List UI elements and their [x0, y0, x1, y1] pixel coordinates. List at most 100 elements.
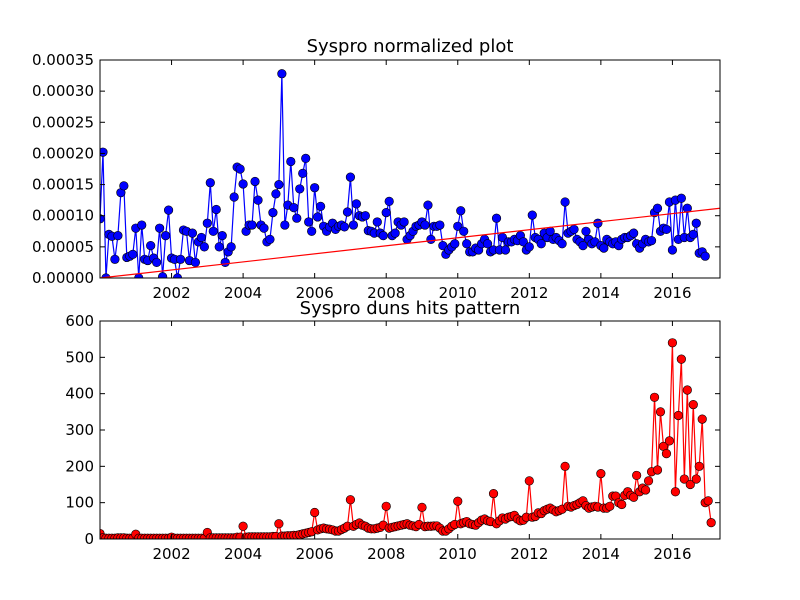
- x-tick-label-4: 2010: [439, 545, 477, 563]
- data-point-0-201: [694, 461, 704, 471]
- data-point-0-44: [226, 242, 236, 252]
- data-point-0-99: [390, 228, 400, 238]
- data-point-0-66: [292, 213, 302, 223]
- data-point-0-183: [640, 485, 651, 495]
- data-point-0-123: [462, 239, 472, 249]
- data-point-0-23: [163, 205, 174, 215]
- data-point-0-162: [578, 241, 588, 251]
- data-point-0-58: [268, 208, 278, 218]
- data-point-0-187: [652, 203, 663, 213]
- data-point-0-130: [482, 239, 493, 249]
- y-tick-label-2: 200: [65, 457, 94, 475]
- data-point-0-204: [703, 496, 713, 506]
- data-point-0-39: [211, 204, 221, 215]
- chart-title-duns-hits-pattern: Syspro duns hits pattern: [300, 298, 521, 319]
- data-point-0-60: [274, 179, 284, 190]
- data-point-0-114: [435, 220, 445, 230]
- data-point-0-41: [217, 231, 227, 241]
- data-point-0-191: [664, 436, 675, 446]
- data-point-0-199: [688, 399, 698, 410]
- data-point-0-168: [596, 469, 606, 479]
- data-point-0-179: [629, 492, 639, 502]
- data-point-0-32: [190, 257, 200, 268]
- data-point-0-109: [420, 220, 430, 230]
- data-point-0-96: [381, 501, 391, 511]
- x-tick-label-0: 2002: [152, 545, 190, 563]
- data-point-0-203: [700, 251, 710, 261]
- data-point-0-156: [560, 197, 570, 207]
- data-point-0-102: [399, 217, 409, 227]
- data-point-0-83: [342, 207, 353, 217]
- data-point-0-72: [310, 183, 320, 193]
- data-point-0-169: [599, 243, 609, 253]
- data-point-0-72: [310, 507, 320, 518]
- data-point-0-1: [100, 147, 108, 157]
- y-tick-label-7: 0.00035: [32, 51, 94, 69]
- data-point-0-31: [187, 228, 198, 238]
- y-tick-label-5: 0.00025: [32, 113, 94, 131]
- data-point-0-156: [560, 461, 570, 471]
- y-tick-label-3: 300: [65, 421, 94, 439]
- data-point-0-175: [617, 499, 627, 510]
- data-point-0-96: [381, 208, 391, 218]
- data-point-0-67: [295, 184, 305, 194]
- data-point-0-57: [265, 234, 275, 244]
- x-tick-label-1: 2004: [224, 545, 262, 563]
- data-point-0-202: [697, 414, 707, 424]
- data-point-0-51: [247, 220, 257, 230]
- data-point-0-64: [286, 156, 296, 167]
- data-point-0-38: [208, 226, 218, 236]
- data-point-0-199: [688, 229, 698, 239]
- plot-area: [100, 60, 720, 278]
- y-tick-label-6: 0.00030: [32, 82, 94, 100]
- data-point-0-132: [488, 488, 499, 499]
- data-point-0-89: [360, 211, 370, 221]
- data-point-0-74: [316, 201, 326, 211]
- data-point-0-95: [378, 231, 388, 241]
- x-tick-label-7: 2016: [653, 545, 691, 563]
- y-tick-label-4: 0.00020: [32, 144, 94, 162]
- chart-normalized-plot: 2002 2004 2006 2008 2010 2012 2014 2016 0.00000 0…: [32, 36, 721, 302]
- data-point-0-195: [676, 354, 686, 364]
- data-point-0-59: [271, 189, 281, 199]
- data-point-0-42: [220, 257, 230, 268]
- data-point-0-148: [536, 239, 546, 249]
- y-tick-label-3: 0.00015: [32, 176, 94, 194]
- x-tick-label-0: 2002: [152, 284, 190, 302]
- data-point-0-40: [214, 242, 224, 252]
- data-point-0-190: [661, 224, 672, 235]
- data-point-0-35: [199, 242, 209, 252]
- y-tick-label-1: 100: [65, 494, 94, 512]
- data-point-0-119: [450, 239, 460, 249]
- data-point-0-192: [667, 245, 678, 255]
- data-point-0-179: [629, 228, 639, 238]
- data-point-0-60: [274, 519, 284, 529]
- x-tick-label-2: 2006: [296, 545, 334, 563]
- data-point-0-187: [652, 465, 663, 475]
- data-point-0-163: [581, 226, 591, 236]
- data-point-0-186: [649, 392, 660, 402]
- data-point-0-97: [384, 196, 394, 206]
- data-point-0-52: [250, 176, 260, 187]
- data-point-0-53: [253, 195, 263, 205]
- data-point-0-122: [459, 226, 469, 236]
- x-tick-label-1: 2004: [224, 284, 262, 302]
- data-point-0-144: [524, 476, 534, 486]
- data-point-0-85: [348, 220, 359, 230]
- y-tick-label-4: 400: [65, 385, 94, 403]
- data-point-0-155: [557, 239, 567, 249]
- y-tick-label-6: 600: [65, 312, 94, 330]
- data-point-0-19: [152, 257, 162, 268]
- data-point-0-21: [158, 272, 168, 278]
- data-point-0-120: [453, 496, 463, 506]
- x-tick-label-2: 2006: [296, 284, 334, 302]
- data-point-0-20: [155, 223, 165, 233]
- x-tick-label-5: 2012: [510, 545, 548, 563]
- data-point-0-142: [518, 237, 528, 247]
- data-point-0-8: [119, 181, 129, 191]
- data-point-0-184: [643, 476, 654, 486]
- data-point-0-180: [632, 470, 642, 481]
- data-point-0-17: [146, 241, 156, 251]
- data-point-0-68: [298, 168, 308, 178]
- plot-data: [100, 338, 716, 539]
